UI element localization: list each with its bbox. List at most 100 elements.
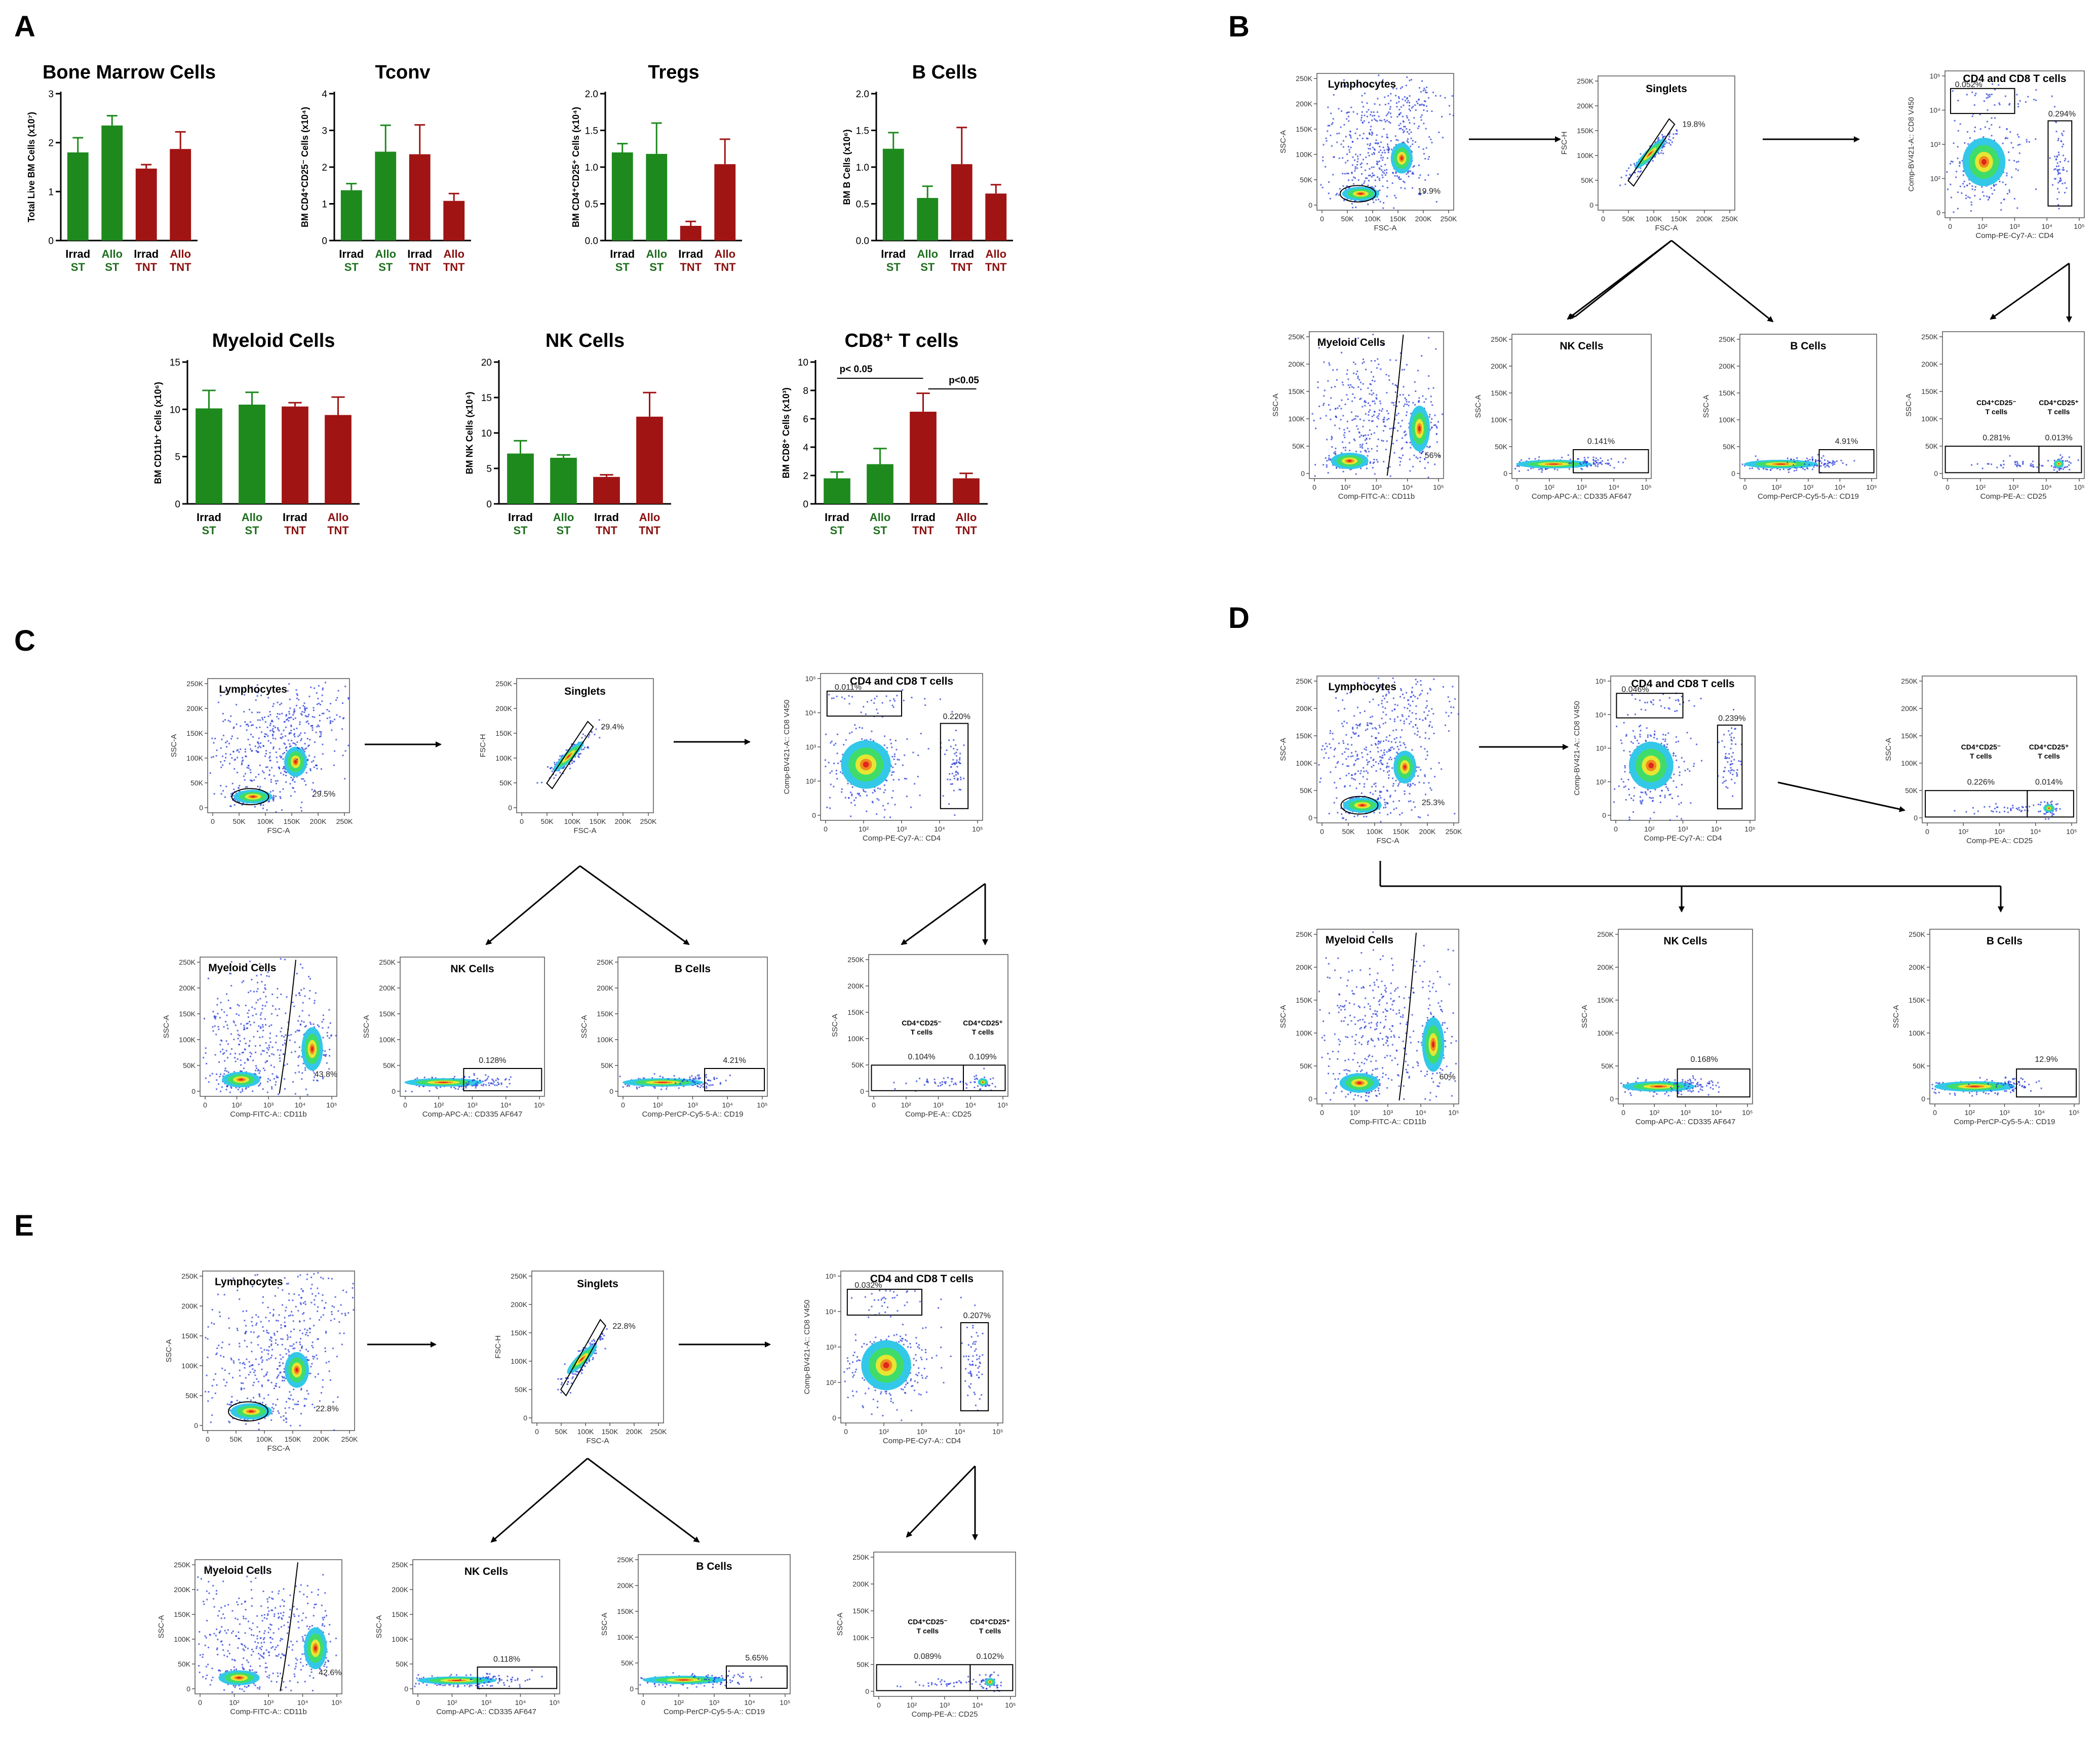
y-tick-label: 8 bbox=[803, 386, 808, 397]
event-dot bbox=[1676, 130, 1678, 132]
event-dot bbox=[1370, 433, 1372, 435]
event-dot bbox=[289, 1039, 291, 1041]
event-dot bbox=[306, 720, 308, 722]
event-dot bbox=[861, 727, 863, 729]
event-dot bbox=[1582, 462, 1584, 464]
event-dot bbox=[952, 1078, 954, 1080]
event-dot bbox=[1400, 128, 1402, 130]
event-dot bbox=[941, 1084, 943, 1086]
event-dot bbox=[477, 1084, 479, 1086]
event-dot bbox=[1423, 191, 1425, 193]
y-tick-label: 4 bbox=[322, 89, 327, 100]
event-dot bbox=[258, 773, 260, 775]
event-dot bbox=[569, 768, 571, 770]
event-dot bbox=[1347, 378, 1349, 380]
event-dot bbox=[1360, 116, 1363, 118]
event-dot bbox=[2032, 460, 2034, 462]
y-tick-label: 100K bbox=[1577, 151, 1593, 160]
event-dot bbox=[2002, 467, 2004, 469]
event-dot bbox=[232, 750, 235, 752]
plot-title: Singlets bbox=[564, 686, 606, 697]
bar bbox=[680, 226, 702, 241]
event-dot bbox=[1431, 142, 1433, 144]
event-dot bbox=[1322, 160, 1324, 162]
event-dot bbox=[1390, 140, 1392, 142]
event-dot bbox=[2000, 209, 2002, 211]
event-dot bbox=[1432, 92, 1434, 94]
event-dot bbox=[1389, 428, 1391, 430]
event-dot bbox=[1374, 473, 1376, 475]
event-dot bbox=[1392, 443, 1394, 445]
y-tick-label: 250K bbox=[1491, 335, 1507, 343]
event-dot bbox=[1323, 144, 1325, 146]
event-dot bbox=[1348, 120, 1350, 122]
event-dot bbox=[238, 801, 240, 803]
event-dot bbox=[314, 1000, 316, 1002]
lymphocyte-gate bbox=[1339, 185, 1377, 203]
event-dot bbox=[1368, 109, 1370, 111]
event-dot bbox=[1362, 359, 1364, 361]
event-dot bbox=[871, 801, 873, 803]
event-dot bbox=[1357, 179, 1359, 181]
event-dot bbox=[314, 741, 316, 743]
x-tick-label: 10³ bbox=[933, 1101, 944, 1109]
density-scatter bbox=[1619, 129, 1678, 186]
event-dot bbox=[2009, 131, 2011, 133]
event-dot bbox=[1359, 436, 1361, 438]
event-dot bbox=[243, 694, 245, 696]
event-dot bbox=[496, 1084, 498, 1086]
y-tick-label: 0 bbox=[860, 1087, 864, 1095]
event-dot bbox=[1426, 446, 1428, 448]
event-dot bbox=[1577, 458, 1579, 460]
event-dot bbox=[1376, 111, 1378, 113]
event-dot bbox=[1405, 399, 1407, 401]
event-dot bbox=[260, 746, 262, 748]
event-dot bbox=[1661, 147, 1663, 149]
event-dot bbox=[1347, 160, 1349, 162]
event-dot bbox=[329, 722, 331, 724]
event-dot bbox=[1664, 143, 1666, 145]
event-dot bbox=[1321, 186, 1324, 188]
event-dot bbox=[1998, 84, 2000, 86]
event-dot bbox=[1350, 411, 1352, 413]
event-dot bbox=[1383, 421, 1385, 423]
event-dot bbox=[1365, 369, 1367, 371]
event-dot bbox=[652, 1086, 654, 1088]
event-dot bbox=[1406, 411, 1408, 413]
event-dot bbox=[273, 775, 275, 777]
event-dot bbox=[953, 775, 955, 777]
event-dot bbox=[960, 789, 962, 791]
event-dot bbox=[1996, 466, 1998, 468]
event-dot bbox=[220, 1073, 222, 1075]
event-dot bbox=[246, 729, 248, 731]
event-dot bbox=[212, 1011, 214, 1013]
event-dot bbox=[312, 725, 314, 727]
event-dot bbox=[1388, 379, 1390, 381]
event-dot bbox=[825, 766, 827, 768]
x-tick-label: 0 bbox=[824, 825, 828, 833]
event-dot bbox=[1410, 78, 1412, 81]
event-dot bbox=[301, 746, 303, 748]
event-dot bbox=[227, 1085, 229, 1087]
event-dot bbox=[976, 1077, 978, 1079]
event-dot bbox=[2016, 462, 2018, 464]
event-dot bbox=[578, 753, 580, 755]
event-dot bbox=[267, 1078, 269, 1080]
event-dot bbox=[256, 981, 258, 983]
event-dot bbox=[304, 732, 306, 734]
event-dot bbox=[638, 1078, 640, 1080]
event-dot bbox=[1991, 187, 1993, 189]
event-dot bbox=[1363, 434, 1365, 437]
event-dot bbox=[261, 1036, 263, 1038]
event-dot bbox=[278, 730, 280, 732]
event-dot bbox=[254, 1008, 256, 1010]
y-tick-label: 100K bbox=[1719, 416, 1735, 424]
event-dot bbox=[945, 1083, 947, 1085]
event-dot bbox=[316, 726, 318, 728]
event-dot bbox=[214, 1054, 216, 1056]
event-dot bbox=[1425, 128, 1427, 130]
event-dot bbox=[1349, 135, 1351, 137]
event-dot bbox=[243, 980, 245, 982]
event-dot bbox=[303, 711, 305, 714]
event-dot bbox=[1420, 104, 1422, 106]
